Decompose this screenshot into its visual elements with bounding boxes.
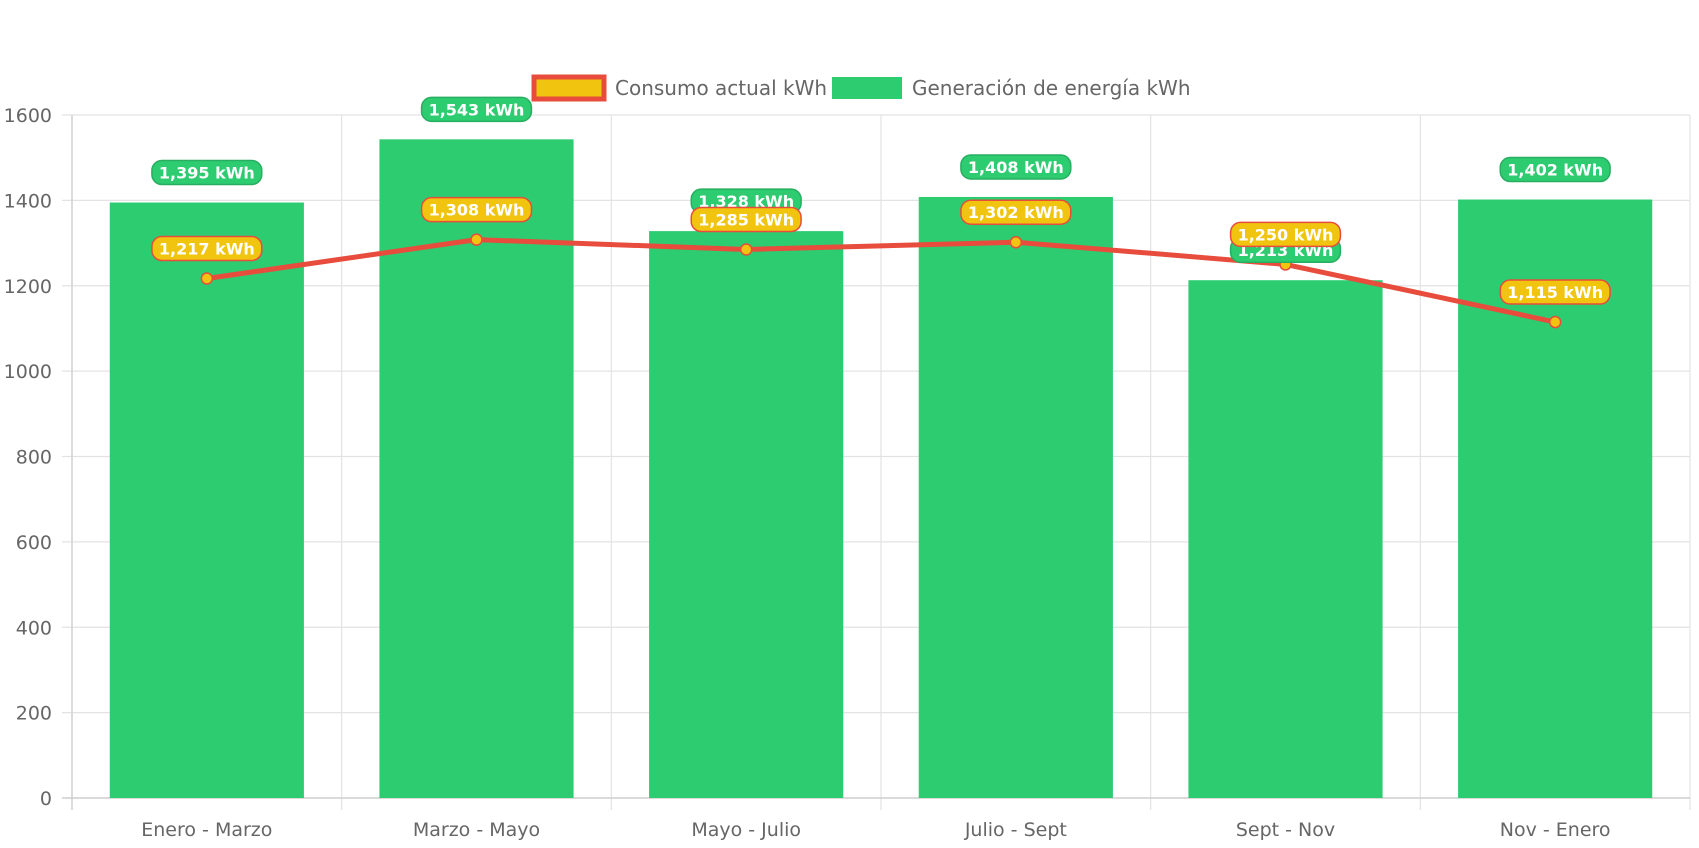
line-data-labels: 1,217 kWh 1,308 kWh 1,285 kWh 1,302 kWh 1,25… [151, 196, 1611, 305]
bar-data-label-bg [151, 159, 263, 186]
bar-data-label-bg [420, 96, 533, 123]
x-tick-label: Mayo - Julio [691, 819, 801, 841]
legend-label-generacion: Generación de energía kWh [912, 76, 1191, 100]
bar-data-label: 1,543 kWh [420, 96, 533, 123]
line-data-label-text: 1,217 kWh [159, 239, 255, 258]
x-tick-label: Sept - Nov [1236, 819, 1335, 841]
x-tick-label: Enero - Marzo [141, 819, 272, 841]
line-data-label-text: 1,285 kWh [698, 210, 794, 229]
y-tick-label: 400 [16, 617, 52, 639]
line-data-label-bg [1499, 279, 1611, 305]
line-point [1548, 315, 1562, 329]
x-tick-label: Julio - Sept [964, 819, 1067, 841]
line-point [470, 233, 483, 246]
legend-swatch-generacion [832, 77, 902, 99]
x-tick-label: Marzo - Mayo [413, 819, 540, 841]
line-data-label: 1,308 kWh [420, 196, 533, 223]
line-data-label: 1,217 kWh [151, 235, 263, 262]
y-tick-label: 0 [40, 788, 52, 810]
line-data-label-text: 1,115 kWh [1507, 283, 1603, 302]
line-point [1009, 235, 1023, 249]
bar [649, 231, 844, 799]
legend-item-generacion[interactable]: Generación de energía kWh [832, 76, 1191, 100]
line-data-label-text: 1,302 kWh [968, 203, 1064, 222]
line-data-label: 1,285 kWh [690, 206, 802, 233]
bar [918, 196, 1113, 798]
y-tick-label: 1400 [4, 190, 52, 212]
y-tick-label: 1600 [4, 105, 52, 127]
bar-data-label: 1,395 kWh [151, 159, 263, 186]
bar-data-label-text: 1,328 kWh [698, 192, 794, 211]
line-data-label-bg [960, 199, 1072, 225]
bar-data-label-text: 1,543 kWh [429, 100, 525, 119]
y-axis: 0 200 400 600 800 1000 1200 1400 1600 [4, 105, 73, 810]
bar-data-label: 1,402 kWh [1499, 156, 1611, 183]
line-point [739, 243, 753, 256]
legend-swatch-consumo [531, 74, 607, 102]
bar-data-label-bg [960, 154, 1072, 180]
bar-series [109, 139, 1653, 799]
line-data-label-bg [151, 235, 263, 262]
y-tick-label: 800 [16, 447, 52, 469]
y-tick-label: 1000 [4, 361, 52, 383]
bar-data-label-text: 1,402 kWh [1507, 161, 1603, 180]
line-data-label: 1,115 kWh [1499, 279, 1611, 305]
bar-data-label-text: 1,408 kWh [968, 158, 1064, 177]
grid-lines [62, 114, 1691, 810]
x-axis: Enero - Marzo Marzo - Mayo Mayo - Julio Jul… [62, 797, 1690, 841]
line-path [206, 237, 1556, 325]
y-tick-label: 200 [16, 703, 52, 725]
legend: Consumo actual kWh Generación de energía … [531, 74, 1191, 102]
line-data-label-text: 1,308 kWh [429, 201, 525, 220]
line-data-label-bg [1229, 221, 1342, 248]
bar [109, 202, 304, 798]
bar-data-label-bg [1499, 156, 1611, 183]
bar-data-label: 1,408 kWh [960, 154, 1072, 180]
x-tick-label: Nov - Enero [1500, 819, 1611, 841]
line-data-label-text: 1,250 kWh [1238, 225, 1334, 244]
line-data-label: 1,302 kWh [960, 199, 1072, 225]
legend-item-consumo[interactable]: Consumo actual kWh [531, 74, 827, 102]
y-tick-label: 1200 [4, 276, 52, 298]
line-series [200, 233, 1562, 329]
legend-label-consumo: Consumo actual kWh [615, 76, 827, 100]
line-data-label-bg [420, 196, 533, 223]
line-data-label: 1,250 kWh [1229, 221, 1342, 248]
line-data-label-bg [690, 206, 802, 233]
line-point [200, 272, 214, 285]
bar [1188, 280, 1383, 798]
bar-data-label-text: 1,395 kWh [159, 164, 255, 183]
y-tick-label: 600 [16, 532, 52, 554]
